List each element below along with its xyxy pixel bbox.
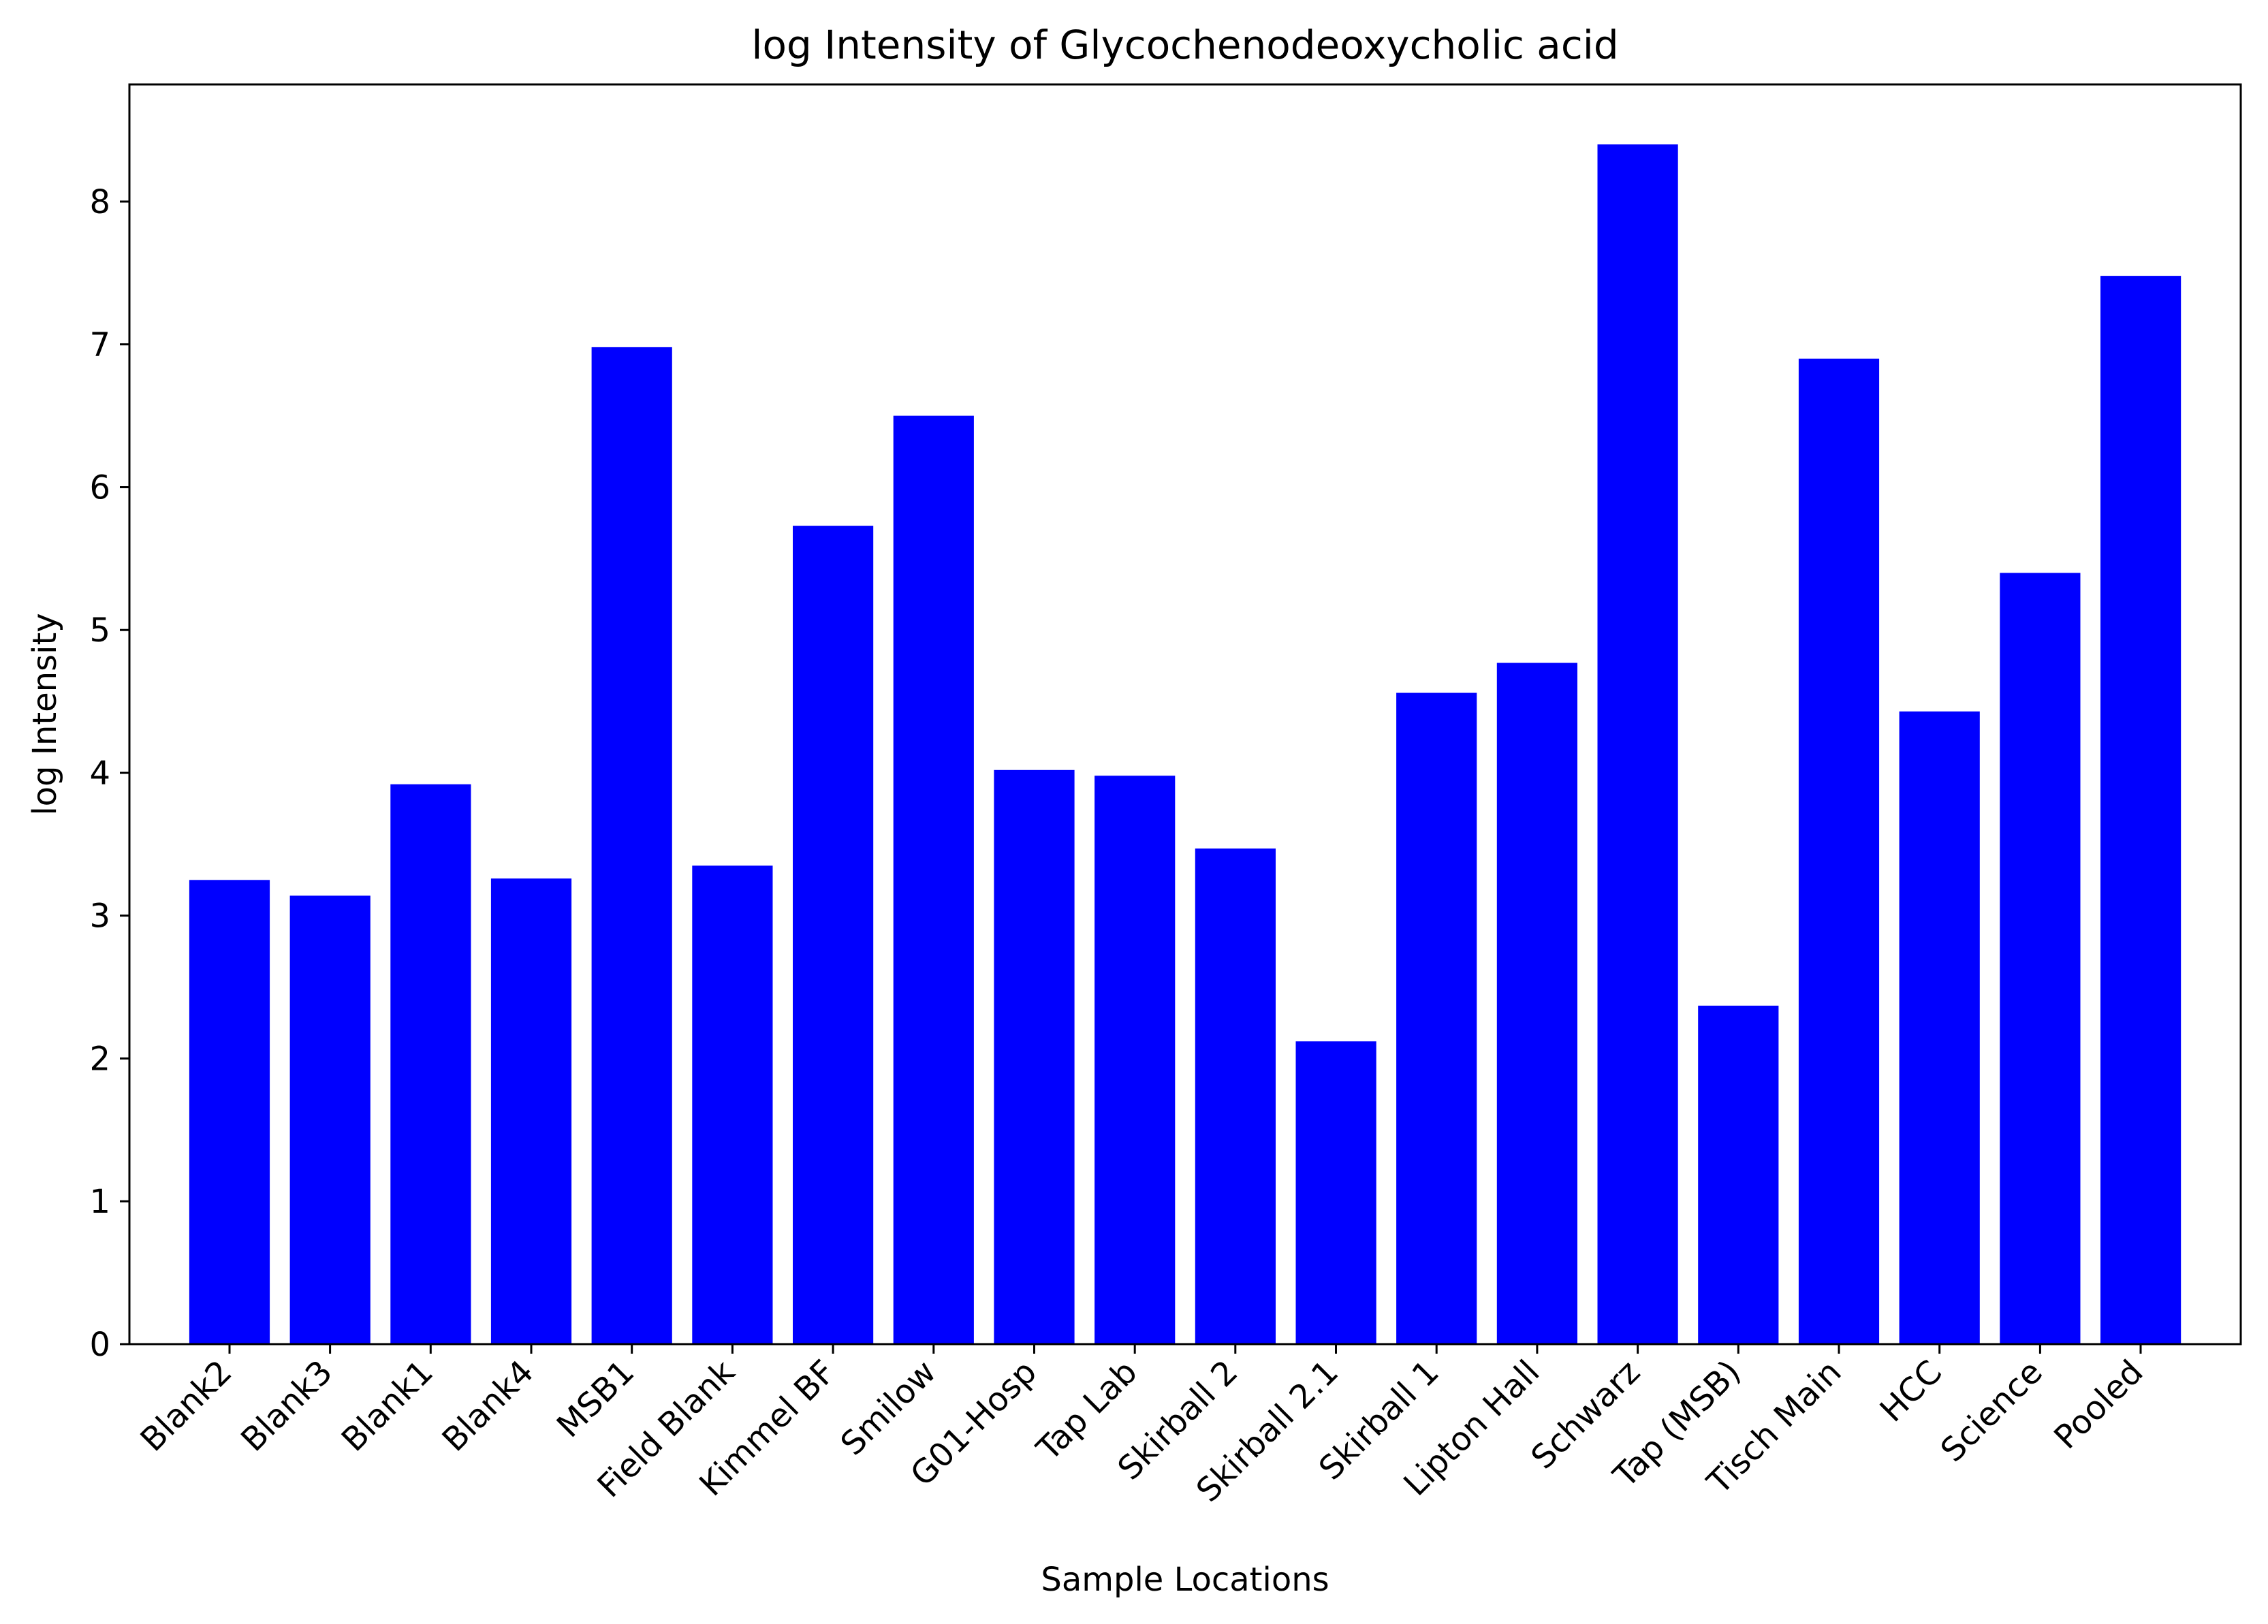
x-tick-label: HCC <box>1873 1353 1950 1430</box>
x-tick-label: MSB1 <box>550 1353 642 1445</box>
bar-tap-msb <box>1698 1005 1779 1344</box>
y-tick-label: 0 <box>89 1326 110 1364</box>
x-tick-label: Blank3 <box>234 1353 340 1459</box>
bar-schwarz <box>1597 144 1678 1345</box>
x-tick-label: Blank1 <box>334 1353 441 1459</box>
bar-skirball-2 <box>1195 848 1276 1344</box>
y-tick-label: 7 <box>89 326 110 364</box>
bars-group <box>189 144 2182 1345</box>
bar-kimmel-bf <box>793 526 874 1344</box>
y-tick-label: 2 <box>89 1040 110 1079</box>
y-tick-label: 1 <box>89 1183 110 1221</box>
bar-pooled <box>2100 276 2182 1345</box>
y-tick-label: 5 <box>89 611 110 650</box>
bar-science <box>2000 573 2081 1344</box>
y-tick-label: 8 <box>89 183 110 221</box>
x-tick-label: Pooled <box>2047 1353 2150 1456</box>
y-tick-label: 4 <box>89 754 110 793</box>
bar-field-blank <box>692 865 773 1344</box>
bar-skirball-2-1 <box>1295 1041 1376 1344</box>
x-axis-label: Sample Locations <box>1041 1561 1329 1599</box>
bar-msb1 <box>591 347 672 1344</box>
bar-hcc <box>1899 711 1980 1344</box>
bar-smilow <box>893 415 974 1344</box>
x-tick-label: Blank2 <box>133 1353 240 1459</box>
y-tick-label: 6 <box>89 469 110 507</box>
plot-area-frame <box>128 83 2242 1346</box>
y-tick-label: 3 <box>89 897 110 936</box>
x-tick-label: Blank4 <box>435 1353 541 1459</box>
y-axis-label: log Intensity <box>26 613 64 815</box>
bar-skirball-1 <box>1396 692 1477 1344</box>
bar-blank3 <box>289 895 371 1344</box>
chart-title: log Intensity of Glycochenodeoxycholic a… <box>751 22 1618 68</box>
bar-blank4 <box>490 878 572 1344</box>
bar-blank2 <box>189 880 270 1344</box>
bar-tap-lab <box>1094 776 1176 1344</box>
bar-lipton-hall <box>1496 663 1577 1344</box>
bar-tisch-main <box>1798 358 1880 1345</box>
x-tick-label: Science <box>1934 1353 2050 1469</box>
y-axis: 0 1 2 3 4 5 6 7 8 <box>89 183 129 1364</box>
bar-blank1 <box>390 784 471 1344</box>
bar-g01-hosp <box>994 769 1075 1344</box>
